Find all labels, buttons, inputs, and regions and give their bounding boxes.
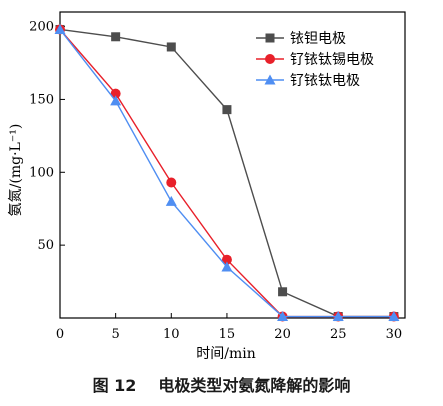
x-tick-label: 30 [386, 327, 403, 342]
x-tick-label: 5 [112, 327, 120, 342]
legend-label: 铱钽电极 [290, 31, 346, 47]
data-point-square [111, 32, 121, 42]
legend-label: 钌铱钛锡电极 [290, 52, 374, 68]
x-tick-label: 20 [274, 327, 291, 342]
data-point-square [166, 42, 176, 52]
series-1 [55, 24, 399, 322]
data-point-triangle [277, 311, 289, 322]
x-tick-label: 15 [219, 327, 236, 342]
data-point-triangle [165, 195, 177, 206]
y-tick-label: 100 [29, 165, 54, 180]
data-point-triangle [264, 74, 276, 85]
data-point-triangle [54, 23, 66, 34]
series-3 [54, 23, 400, 322]
y-tick-label: 200 [29, 20, 54, 35]
data-point-triangle [332, 311, 344, 322]
series-2 [55, 24, 399, 322]
data-point-square [265, 33, 275, 43]
data-point-circle [265, 54, 275, 64]
x-tick-label: 10 [163, 327, 180, 342]
data-point-circle [221, 254, 232, 265]
legend-label: 钌铱钛电极 [290, 73, 360, 89]
figure-title: 电极类型对氨氮降解的影响 [158, 376, 351, 395]
data-point-triangle [110, 95, 122, 106]
data-point-circle [166, 177, 177, 188]
series-layer [54, 23, 400, 322]
data-point-square [278, 287, 288, 297]
x-tick-label: 25 [330, 327, 347, 342]
axes: 0 5 10 15 20 25 30 50 100 150 200 [29, 11, 406, 342]
data-point-square [222, 105, 232, 115]
plot-frame [59, 11, 406, 319]
data-point-triangle [388, 311, 400, 322]
y-axis-label: 氨氮/(mg·L⁻¹) [8, 124, 24, 217]
x-axis-label: 时间/min [196, 346, 256, 362]
y-tick-label: 50 [37, 238, 54, 253]
figure-caption: 图 12 电极类型对氨氮降解的影响 [0, 372, 443, 396]
y-tick-label: 150 [29, 92, 54, 107]
x-tick-label: 0 [56, 327, 64, 342]
data-point-triangle [221, 261, 233, 272]
figure-number: 图 12 [92, 376, 137, 395]
data-point-circle [110, 88, 121, 99]
